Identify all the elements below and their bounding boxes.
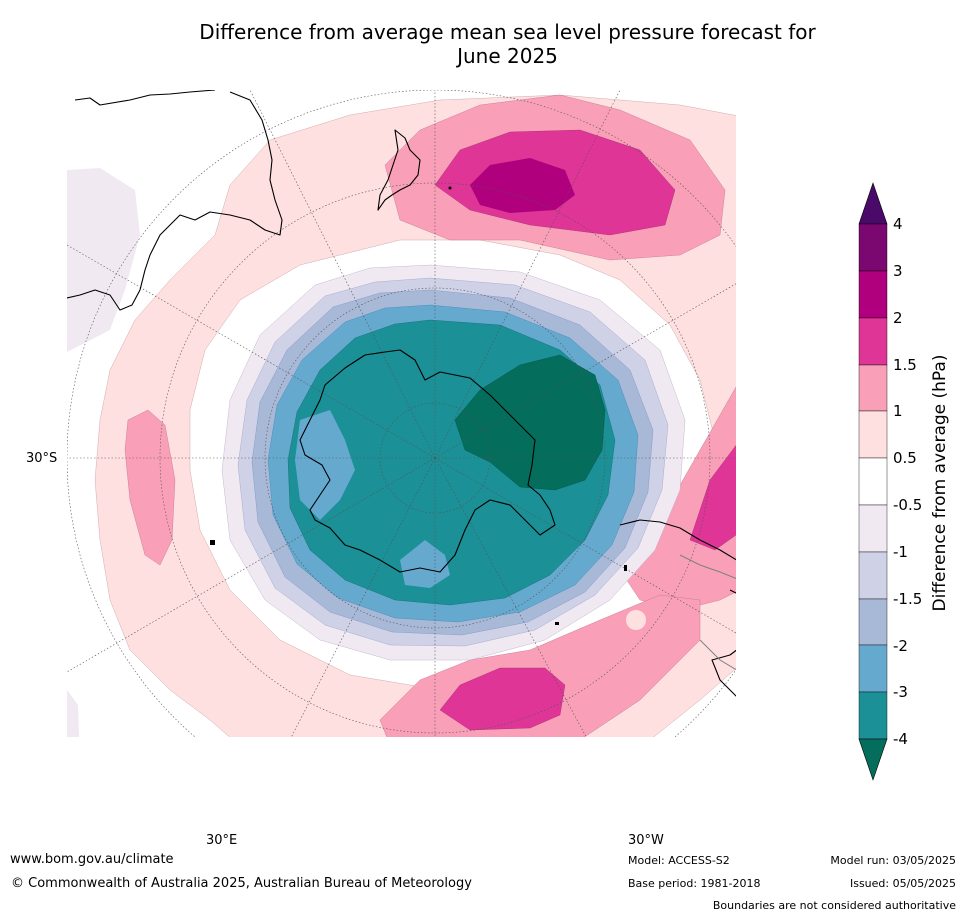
new-zealand-coastline [377, 129, 421, 211]
title-line-1: Difference from average mean sea level p… [199, 20, 816, 44]
colorbar-tick-neg2: -2 [893, 637, 908, 655]
footer-base-period: Base period: 1981-2018 [628, 877, 761, 890]
footer-model-run: Model run: 03/05/2025 [830, 854, 956, 867]
colorbar-tick-neg3: -3 [893, 683, 908, 701]
colorbar-tick-neg1-5: -1.5 [893, 590, 923, 608]
pressure-anomaly-map [67, 90, 736, 827]
title-line-2: June 2025 [457, 44, 558, 68]
colorbar [858, 182, 888, 781]
anomaly-region-15-2-s [439, 667, 566, 731]
colorbar-tick-neg4: -4 [893, 730, 908, 748]
borders [679, 554, 736, 671]
footer-copyright: © Commonwealth of Australia 2025, Austra… [11, 876, 472, 891]
footer-model: Model: ACCESS-S2 [628, 854, 730, 867]
south-america-coastline [619, 519, 736, 737]
colorbar-tick-1: 1 [893, 402, 903, 420]
colorbar-tick-neg0-5: -0.5 [893, 496, 923, 514]
anomaly-region-1-15-left [124, 409, 176, 566]
longitude-label-30e: 30°E [206, 833, 238, 848]
islands [210, 186, 627, 625]
anomaly-region-neg05-sw [67, 690, 80, 737]
longitude-label-30w: 30°W [628, 833, 664, 848]
map-panel [67, 90, 803, 827]
colorbar-tick-4: 4 [893, 215, 903, 233]
anomaly-pocket-neg2-neg3-w [295, 410, 355, 520]
colorbar-title: Difference from average (hPa) [930, 354, 950, 612]
colorbar-tick-0-5: 0.5 [893, 449, 917, 467]
colorbar-bin-15-2 [858, 317, 888, 366]
graticule [67, 90, 736, 737]
anomaly-region-15-2-e [689, 445, 736, 551]
colorbar-extend-min [858, 738, 888, 781]
footer-issued: Issued: 05/05/2025 [849, 877, 956, 890]
colorbar-bin-1-15 [858, 364, 888, 412]
colorbar-tick-1-5: 1.5 [893, 356, 917, 374]
anomaly-region-2-3-ne [470, 158, 575, 213]
antarctica-coastline [299, 349, 556, 573]
africa-coastline [67, 740, 335, 827]
colorbar-tick-neg1: -1 [893, 543, 908, 561]
colorbar-bin-neg15-neg2 [858, 598, 888, 646]
colorbar-bin-neutral [858, 457, 888, 506]
colorbar-extend-max [858, 182, 888, 225]
colorbar-bin-05-1 [858, 410, 888, 459]
anomaly-spot-s [626, 610, 646, 630]
colorbar-bin-2-3 [858, 270, 888, 319]
latitude-label-30s: 30°S [26, 451, 58, 466]
footer-disclaimer: Boundaries are not considered authoritat… [712, 899, 956, 912]
colorbar-tick-3: 3 [893, 262, 903, 280]
colorbar-bin-3-4 [858, 223, 888, 272]
anomaly-pocket-neg2-neg3-s [400, 540, 450, 588]
colorbar-bin-neg05-neg1 [858, 504, 888, 553]
coastlines [67, 90, 736, 827]
colorbar-bin-neg3-neg4 [858, 691, 888, 740]
australia-coastline [67, 90, 283, 311]
colorbar-bin-neg2-neg3 [858, 644, 888, 693]
footer-url[interactable]: www.bom.gov.au/climate [10, 852, 174, 867]
colorbar-bin-neg1-neg15 [858, 551, 888, 600]
colorbar-tick-2: 2 [893, 309, 903, 327]
map-title: Difference from average mean sea level p… [60, 20, 955, 68]
anomaly-region-neg05-nw [67, 168, 140, 352]
